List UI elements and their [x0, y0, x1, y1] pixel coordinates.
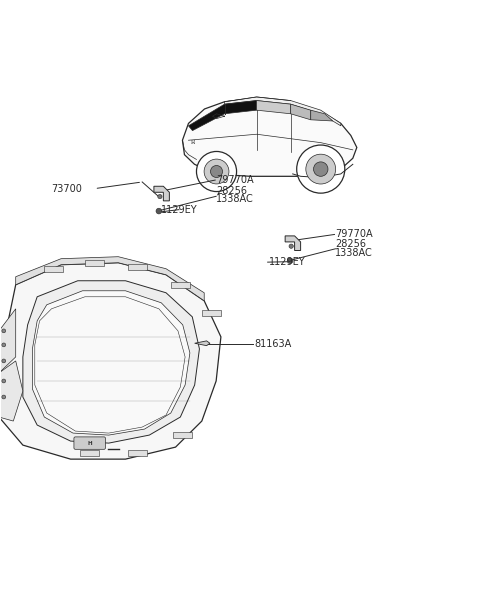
Text: 1338AC: 1338AC — [336, 248, 373, 257]
Polygon shape — [0, 361, 23, 421]
Circle shape — [2, 379, 6, 383]
Polygon shape — [173, 432, 192, 438]
Text: 81163A: 81163A — [254, 339, 291, 349]
Polygon shape — [16, 257, 204, 301]
Circle shape — [2, 395, 6, 399]
Polygon shape — [80, 450, 99, 456]
Circle shape — [2, 343, 6, 347]
Circle shape — [2, 329, 6, 333]
Polygon shape — [23, 280, 199, 443]
Circle shape — [2, 359, 6, 363]
Text: 1338AC: 1338AC — [216, 194, 254, 204]
Text: ℍ: ℍ — [190, 140, 195, 145]
Polygon shape — [189, 101, 257, 130]
Text: 79770A: 79770A — [336, 229, 373, 240]
Text: 28256: 28256 — [336, 239, 366, 249]
Polygon shape — [285, 236, 300, 250]
Polygon shape — [171, 282, 190, 288]
Circle shape — [158, 195, 162, 199]
Text: 1129EY: 1129EY — [161, 205, 198, 215]
Polygon shape — [0, 263, 221, 459]
Circle shape — [289, 244, 293, 248]
Text: 1129EY: 1129EY — [269, 257, 305, 267]
Circle shape — [211, 165, 223, 177]
Polygon shape — [44, 266, 63, 272]
Polygon shape — [154, 186, 169, 201]
Circle shape — [204, 159, 229, 184]
Circle shape — [297, 145, 345, 193]
Text: H: H — [87, 441, 92, 445]
Polygon shape — [291, 104, 311, 120]
Polygon shape — [202, 310, 221, 316]
Text: 73700: 73700 — [51, 184, 83, 194]
Polygon shape — [0, 309, 16, 373]
Polygon shape — [225, 97, 341, 126]
Circle shape — [287, 258, 293, 263]
Polygon shape — [128, 450, 147, 456]
Text: 28256: 28256 — [216, 186, 247, 196]
Circle shape — [313, 162, 328, 176]
Polygon shape — [182, 98, 357, 176]
Polygon shape — [128, 264, 147, 270]
Polygon shape — [195, 341, 210, 346]
Text: 79770A: 79770A — [216, 175, 254, 185]
Polygon shape — [311, 110, 333, 121]
Circle shape — [306, 154, 336, 184]
Circle shape — [196, 151, 237, 192]
Polygon shape — [257, 101, 291, 114]
Polygon shape — [85, 260, 104, 266]
FancyBboxPatch shape — [74, 437, 106, 449]
Circle shape — [156, 208, 162, 214]
Polygon shape — [33, 291, 190, 435]
